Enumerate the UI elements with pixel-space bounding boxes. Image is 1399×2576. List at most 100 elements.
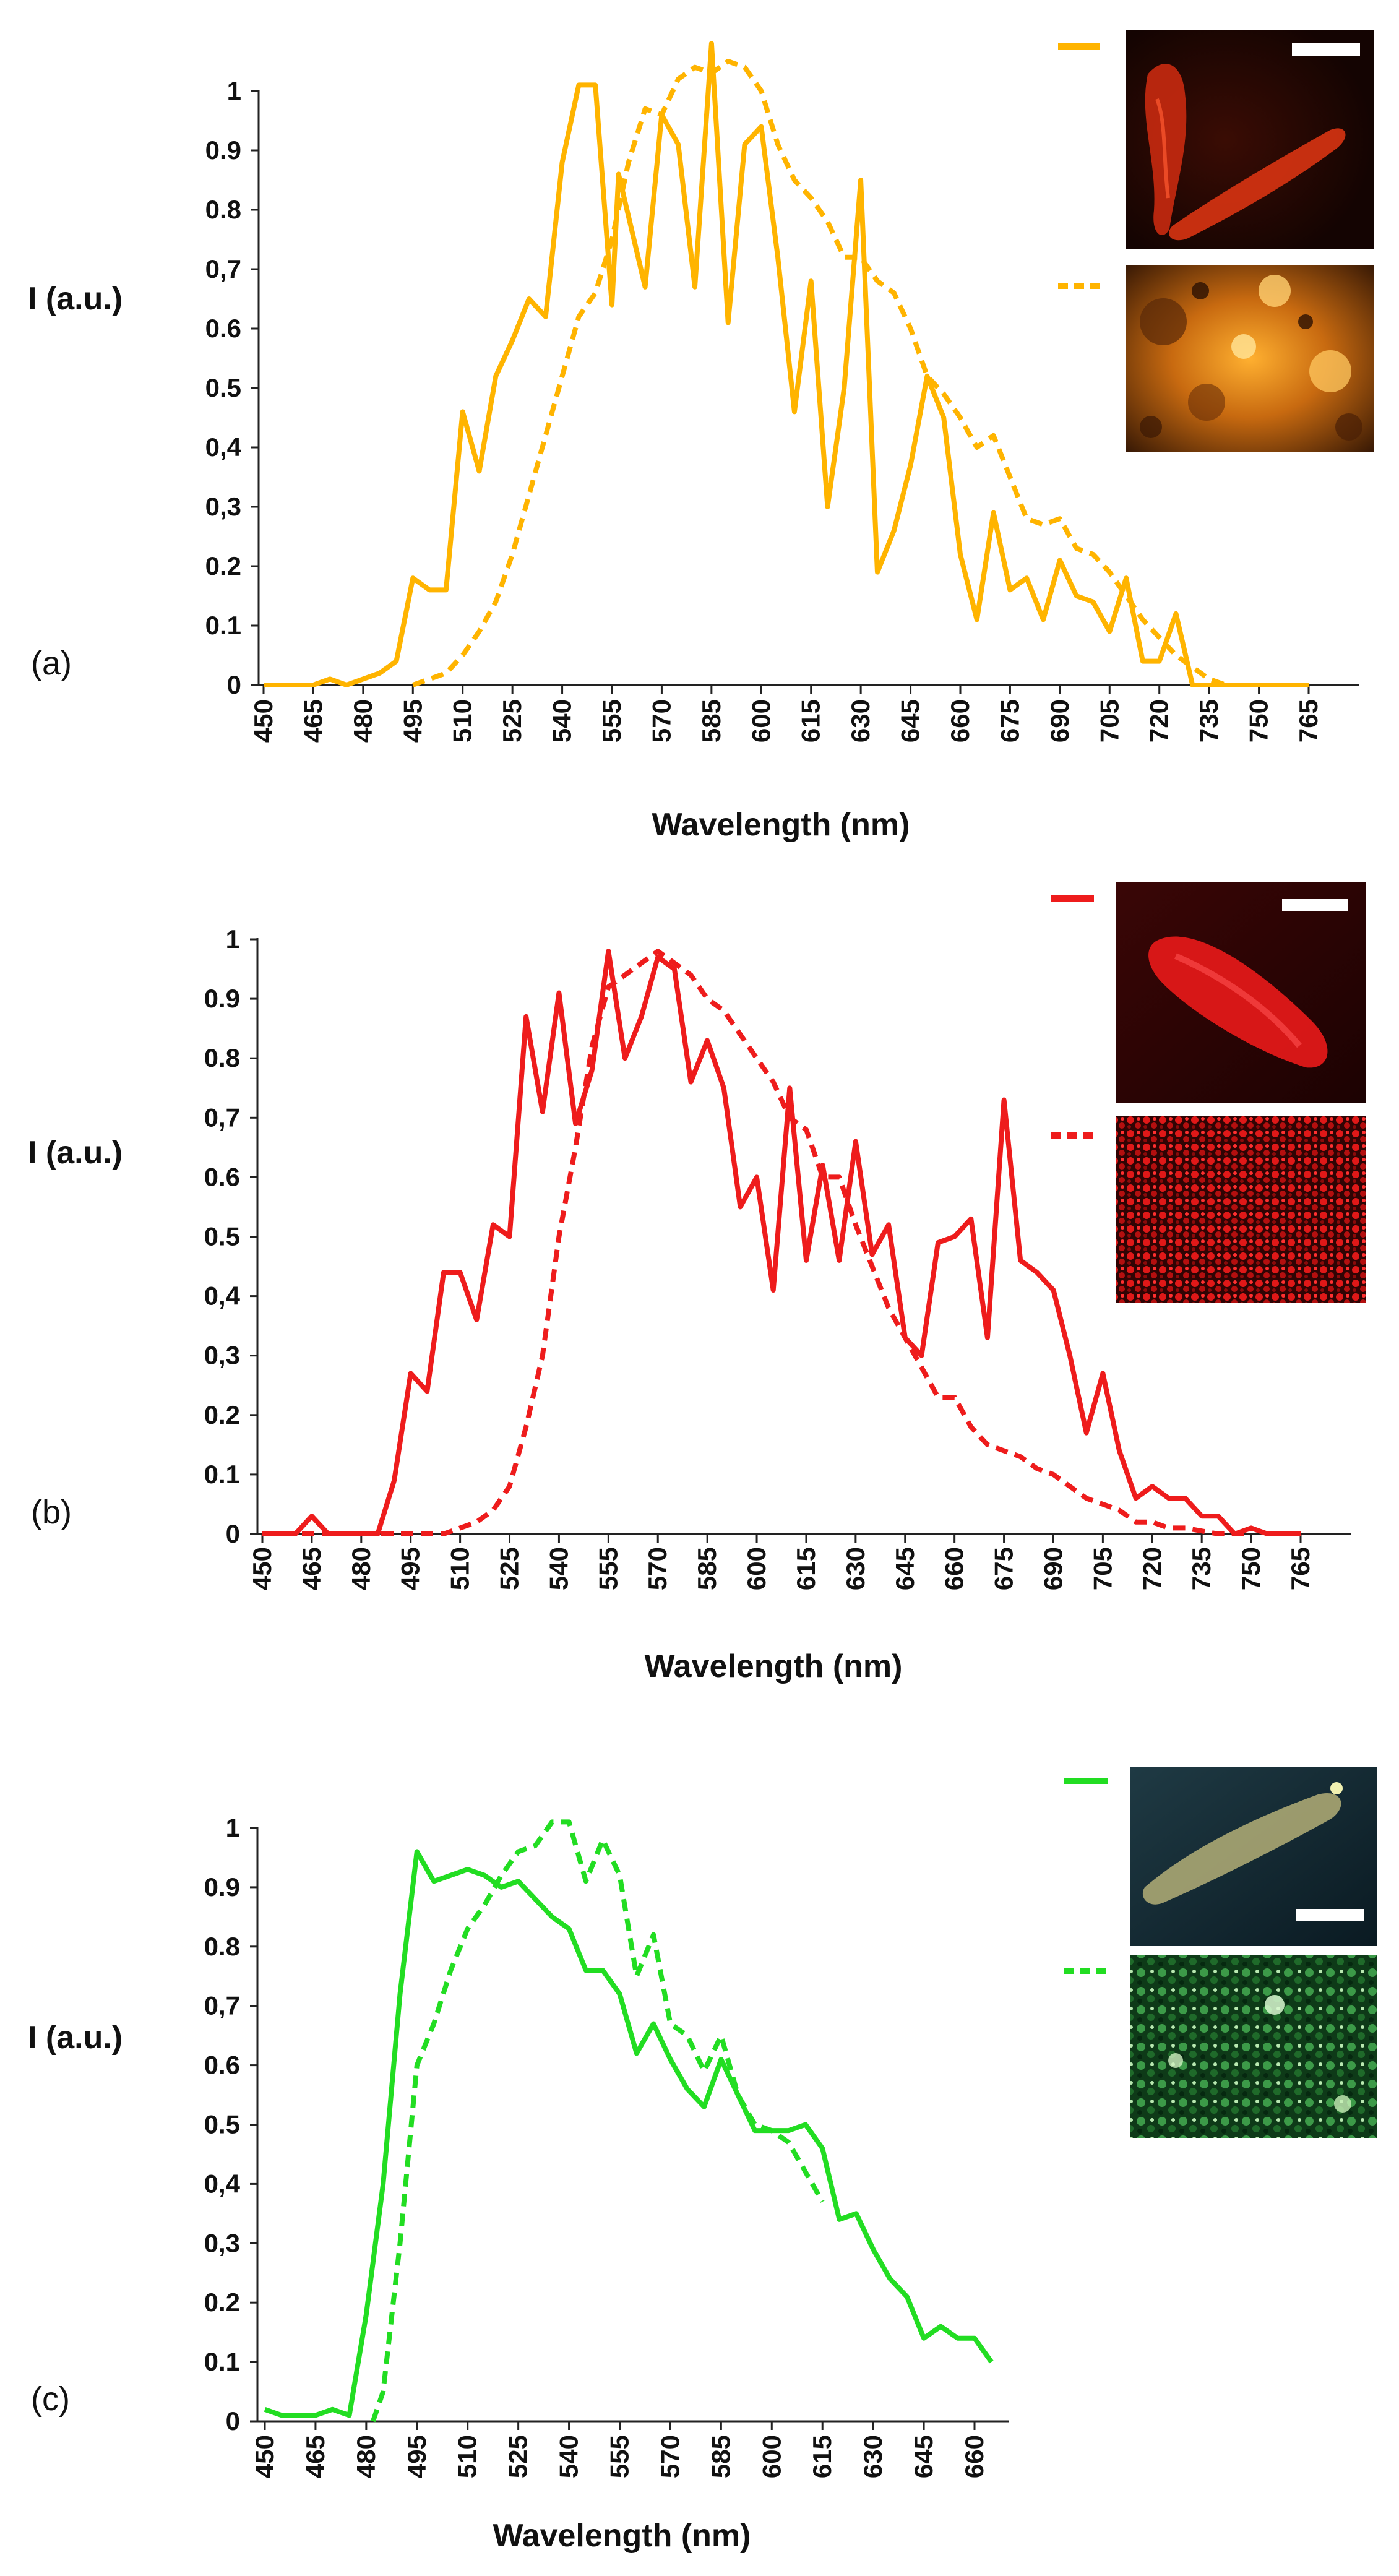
x-tick-label: 615: [807, 2435, 837, 2478]
x-tick-label: 585: [697, 699, 726, 743]
series-line-solid: [262, 949, 1301, 1536]
x-tick-label: 585: [692, 1547, 721, 1590]
y-tick-label: 0.8: [204, 1932, 240, 1961]
x-tick-label: 480: [351, 2435, 381, 2478]
inset-tissue-image: [1116, 1116, 1366, 1303]
scale-bar: [1296, 1909, 1364, 1921]
y-tick-label: 0,4: [204, 2169, 241, 2198]
panel-label: (c): [31, 2380, 70, 2418]
y-tick-label: 0.1: [205, 611, 241, 640]
series-line-solid: [264, 1849, 994, 2418]
y-tick-label: 0,7: [205, 254, 241, 283]
chart-a: 0 0.1 0.2 0,3 0,4 0.5 0.6 0,7 0.8 0.9 1 450 465 480 49…: [205, 41, 1359, 743]
x-tick-label: 525: [495, 1547, 524, 1590]
x-tick-label: 450: [248, 1547, 277, 1590]
x-tick-label: 735: [1194, 699, 1223, 743]
y-tick-label: 0.9: [204, 1872, 240, 1902]
x-axis-label: Wavelength (nm): [652, 807, 910, 843]
y-tick-label: 0.6: [205, 314, 241, 343]
x-tick-label: 510: [453, 2435, 482, 2478]
series-line-solid: [264, 41, 1309, 687]
y-tick-label: 0,4: [204, 1282, 241, 1311]
x-tick-label: 480: [347, 1547, 376, 1590]
x-tick-label: 750: [1244, 699, 1273, 743]
y-axis-label: I (a.u.): [28, 1135, 123, 1171]
x-tick-label: 495: [402, 2435, 431, 2478]
y-tick-label: 0.5: [205, 373, 241, 402]
series-line-dashed: [262, 949, 1252, 1536]
y-tick-label: 0: [227, 670, 241, 699]
series-line-dashed: [411, 59, 1309, 687]
y-tick-label: 0.8: [205, 195, 241, 224]
x-tick-label: 495: [398, 699, 427, 743]
y-tick-label: 0.1: [204, 1460, 240, 1489]
y-tick-label: 0,7: [204, 1103, 240, 1132]
x-tick-label: 750: [1236, 1547, 1265, 1590]
panel-a: (a) I (a.u.) Wavelength (nm) 00.10.20,30…: [28, 30, 1374, 843]
x-tick-label: 660: [940, 1547, 969, 1590]
chart-b: 0 0.1 0.2 0,3 0,4 0.5 0.6 0,7 0.8 0.9 1 450 465 480 49…: [204, 924, 1351, 1590]
x-tick-label: 555: [593, 1547, 622, 1590]
scale-bar: [1282, 899, 1348, 911]
x-tick-label: 540: [548, 699, 577, 743]
x-axis-label: Wavelength (nm): [493, 2518, 751, 2554]
panel-label: (a): [31, 645, 72, 682]
x-tick-label: 465: [298, 699, 327, 743]
y-tick-label: 0.6: [204, 1162, 240, 1191]
y-tick-label: 0.5: [204, 2110, 240, 2139]
x-tick-label: 600: [746, 699, 775, 743]
inset-tissue-image: [1130, 1955, 1377, 2138]
x-tick-label: 705: [1095, 699, 1124, 743]
y-tick-label: 0: [226, 1519, 240, 1548]
scale-bar: [1292, 43, 1360, 56]
x-tick-label: 555: [605, 2435, 634, 2478]
y-tick-label: 0.5: [204, 1222, 240, 1251]
inset-cell-image: [1126, 30, 1374, 249]
panel-b: (b) I (a.u.) Wavelength (nm) 00.10.20,30…: [28, 882, 1366, 1684]
x-tick-label: 585: [706, 2435, 735, 2478]
x-tick-label: 570: [647, 699, 676, 743]
y-tick-label: 0.9: [205, 136, 241, 165]
x-tick-label: 600: [742, 1547, 771, 1590]
y-axis-label: I (a.u.): [28, 2020, 123, 2056]
x-tick-label: 450: [249, 699, 278, 743]
chart-c: 0 0.1 0.2 0,3 0,4 0.5 0.6 0,7 0.8 0.9 1 450 465 480 49…: [204, 1813, 1009, 2478]
x-tick-label: 690: [1038, 1547, 1067, 1590]
x-tick-label: 510: [448, 699, 477, 743]
y-tick-label: 0.2: [204, 1400, 240, 1429]
x-tick-label: 495: [396, 1547, 425, 1590]
x-tick-label: 600: [757, 2435, 786, 2478]
x-tick-label: 645: [909, 2435, 938, 2478]
inset-cell-image: [1130, 1767, 1377, 1946]
x-tick-label: 465: [301, 2435, 330, 2478]
panel-label: (b): [31, 1494, 72, 1531]
x-tick-label: 525: [497, 699, 527, 743]
y-tick-label: 0.2: [204, 2288, 240, 2317]
x-tick-label: 540: [554, 2435, 583, 2478]
x-tick-label: 645: [896, 699, 925, 743]
x-tick-label: 765: [1286, 1547, 1315, 1590]
y-tick-label: 1: [227, 76, 241, 105]
y-tick-label: 0.1: [204, 2347, 240, 2376]
x-tick-label: 720: [1137, 1547, 1166, 1590]
x-tick-label: 765: [1294, 699, 1323, 743]
x-tick-label: 540: [544, 1547, 573, 1590]
x-tick-label: 630: [846, 699, 875, 743]
x-tick-label: 525: [504, 2435, 533, 2478]
inset-tissue-image: [1126, 265, 1374, 452]
x-tick-label: 660: [960, 2435, 989, 2478]
x-tick-label: 570: [655, 2435, 684, 2478]
panel-c: (c) I (a.u.) Wavelength (nm) 00.10.20,30…: [28, 1767, 1377, 2554]
x-tick-label: 555: [597, 699, 626, 743]
x-tick-label: 615: [796, 699, 825, 743]
y-tick-label: 0.9: [204, 984, 240, 1013]
y-tick-label: 0,3: [204, 1341, 240, 1370]
x-tick-label: 450: [250, 2435, 279, 2478]
y-tick-label: 0,4: [205, 433, 242, 462]
y-tick-label: 0.6: [204, 2051, 240, 2080]
x-tick-label: 660: [945, 699, 975, 743]
x-tick-label: 735: [1187, 1547, 1216, 1590]
y-tick-label: 0,3: [205, 492, 241, 521]
x-tick-label: 465: [297, 1547, 326, 1590]
